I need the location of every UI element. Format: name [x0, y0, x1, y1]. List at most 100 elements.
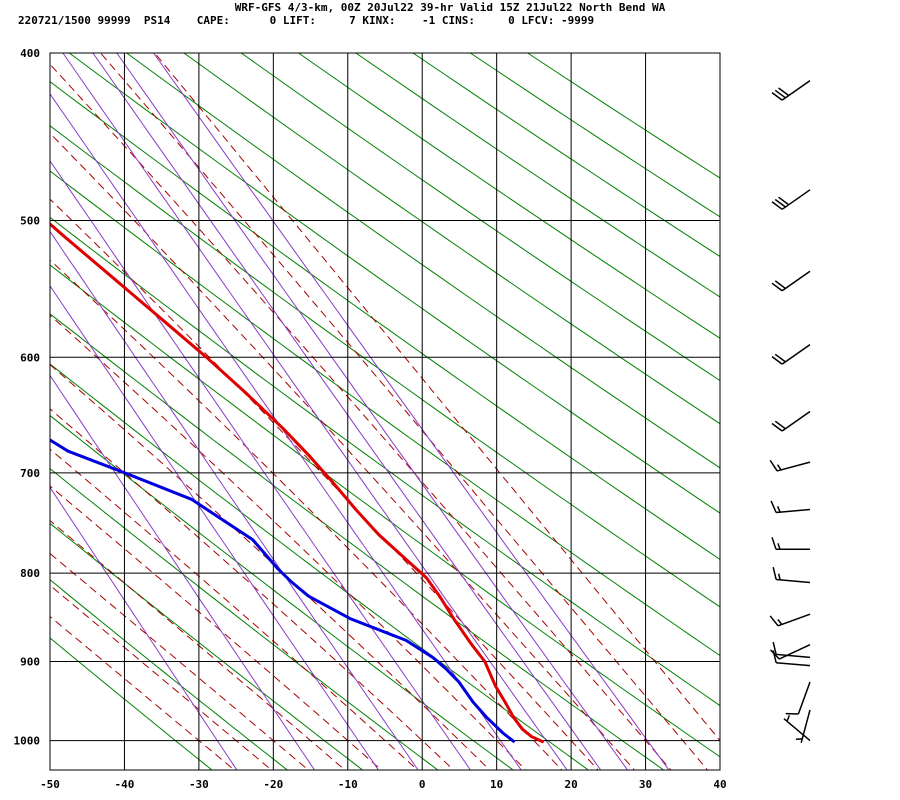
- dry-adiabat: [50, 170, 720, 657]
- dry-adiabat: [297, 53, 720, 339]
- moist-adiabat: [50, 132, 636, 770]
- moist-adiabat: [50, 63, 672, 770]
- wind-barb: [771, 80, 811, 101]
- dry-adiabat: [50, 467, 439, 770]
- dry-adiabat: [240, 53, 720, 382]
- background-lines: [50, 53, 720, 770]
- moist-adiabat: [50, 314, 527, 770]
- wind-barb: [771, 344, 811, 365]
- mixing-ratio-line: [50, 230, 419, 770]
- wind-barb: [770, 500, 811, 514]
- dry-adiabat: [412, 53, 720, 258]
- barb-half-feather: [777, 543, 781, 550]
- mixing-ratio-line: [152, 53, 670, 770]
- barb-feather: [771, 356, 783, 365]
- y-tick-label: 700: [20, 467, 40, 480]
- dry-adiabat: [354, 53, 720, 298]
- mixing-ratio-line: [116, 53, 629, 770]
- moist-adiabat: [50, 448, 419, 770]
- y-tick-label: 500: [20, 214, 40, 227]
- moist-adiabat: [50, 363, 491, 770]
- wind-barb: [769, 459, 811, 472]
- moist-adiabat: [50, 552, 310, 770]
- wind-barb: [769, 613, 811, 627]
- x-tick-label: -40: [115, 778, 135, 791]
- moist-adiabat: [50, 519, 346, 770]
- tick-labels: -50 -40 -30 -20 -10 0 10 20 30 40 400 500 600 700 800 9…: [14, 47, 727, 791]
- barb-feather: [772, 567, 777, 580]
- mixing-ratio-line: [50, 285, 380, 770]
- dry-adiabat: [50, 125, 720, 608]
- dry-adiabat: [50, 414, 514, 770]
- x-tick-label: 10: [490, 778, 503, 791]
- barb-staff: [800, 709, 811, 743]
- x-tick-label: -30: [189, 778, 209, 791]
- wind-barb: [771, 410, 811, 432]
- barb-feather: [769, 615, 779, 627]
- mixing-ratio-line: [50, 374, 316, 770]
- dewpoint-trace: [50, 438, 516, 744]
- barb-feather: [778, 87, 790, 97]
- mixing-ratio-line: [50, 160, 472, 770]
- dry-adiabat: [50, 522, 364, 770]
- x-tick-label: -10: [338, 778, 358, 791]
- grid: [49, 52, 721, 770]
- barb-half-feather: [786, 715, 791, 722]
- barb-feather: [774, 89, 786, 99]
- barb-feather: [771, 282, 783, 292]
- temperature-trace: [50, 222, 545, 744]
- barb-feather: [772, 641, 777, 655]
- moist-adiabat: [99, 53, 709, 770]
- plot-frame: [49, 52, 721, 771]
- barb-feather: [772, 650, 777, 663]
- barb-staff: [783, 718, 811, 742]
- barb-staff: [777, 613, 811, 627]
- dry-adiabat: [50, 81, 720, 561]
- barb-half-feather: [777, 573, 781, 581]
- barb-staff: [776, 653, 811, 659]
- moist-adiabat: [50, 615, 236, 770]
- moist-adiabat: [50, 408, 455, 770]
- mixing-ratio-line: [50, 486, 238, 770]
- barb-staff: [781, 344, 811, 365]
- x-tick-label: -20: [263, 778, 283, 791]
- wind-barb: [772, 641, 811, 659]
- dry-adiabat: [469, 53, 720, 218]
- dry-adiabat: [50, 579, 289, 770]
- x-tick-label: -50: [40, 778, 60, 791]
- dry-adiabat: [68, 53, 720, 514]
- barb-half-feather: [776, 464, 782, 471]
- barb-feather: [778, 196, 790, 206]
- mixing-ratio-line: [92, 53, 602, 770]
- barb-feather: [771, 201, 783, 210]
- moist-adiabat: [50, 259, 563, 770]
- y-tick-label: 1000: [14, 735, 41, 748]
- wind-barb: [772, 567, 811, 584]
- y-tick-label: 400: [20, 47, 40, 60]
- dry-adiabat: [125, 53, 720, 469]
- barb-feather: [774, 353, 786, 363]
- y-tick-label: 800: [20, 567, 40, 580]
- barb-staff: [781, 270, 811, 292]
- barb-feather: [774, 280, 786, 290]
- x-tick-label: 0: [419, 778, 426, 791]
- barb-half-feather: [777, 619, 783, 625]
- wind-barb: [771, 189, 811, 210]
- barb-staff: [776, 461, 811, 472]
- barb-staff: [776, 661, 811, 667]
- wind-barb: [795, 709, 811, 743]
- chart-title: WRF-GFS 4/3-km, 00Z 20Jul22 39-hr Valid …: [234, 1, 666, 14]
- moist-adiabat: [50, 485, 383, 770]
- moist-adiabat: [154, 53, 720, 742]
- barb-staff: [797, 681, 811, 715]
- wind-barb: [785, 681, 811, 715]
- dry-adiabat: [50, 216, 720, 707]
- barb-staff: [776, 578, 811, 584]
- barb-staff: [781, 80, 811, 101]
- barb-feather: [770, 500, 777, 513]
- dry-adiabat: [50, 363, 590, 770]
- wind-barb: [783, 715, 811, 742]
- barb-feather: [771, 91, 783, 101]
- sounding-traces: [50, 222, 545, 744]
- x-tick-label: 40: [713, 778, 726, 791]
